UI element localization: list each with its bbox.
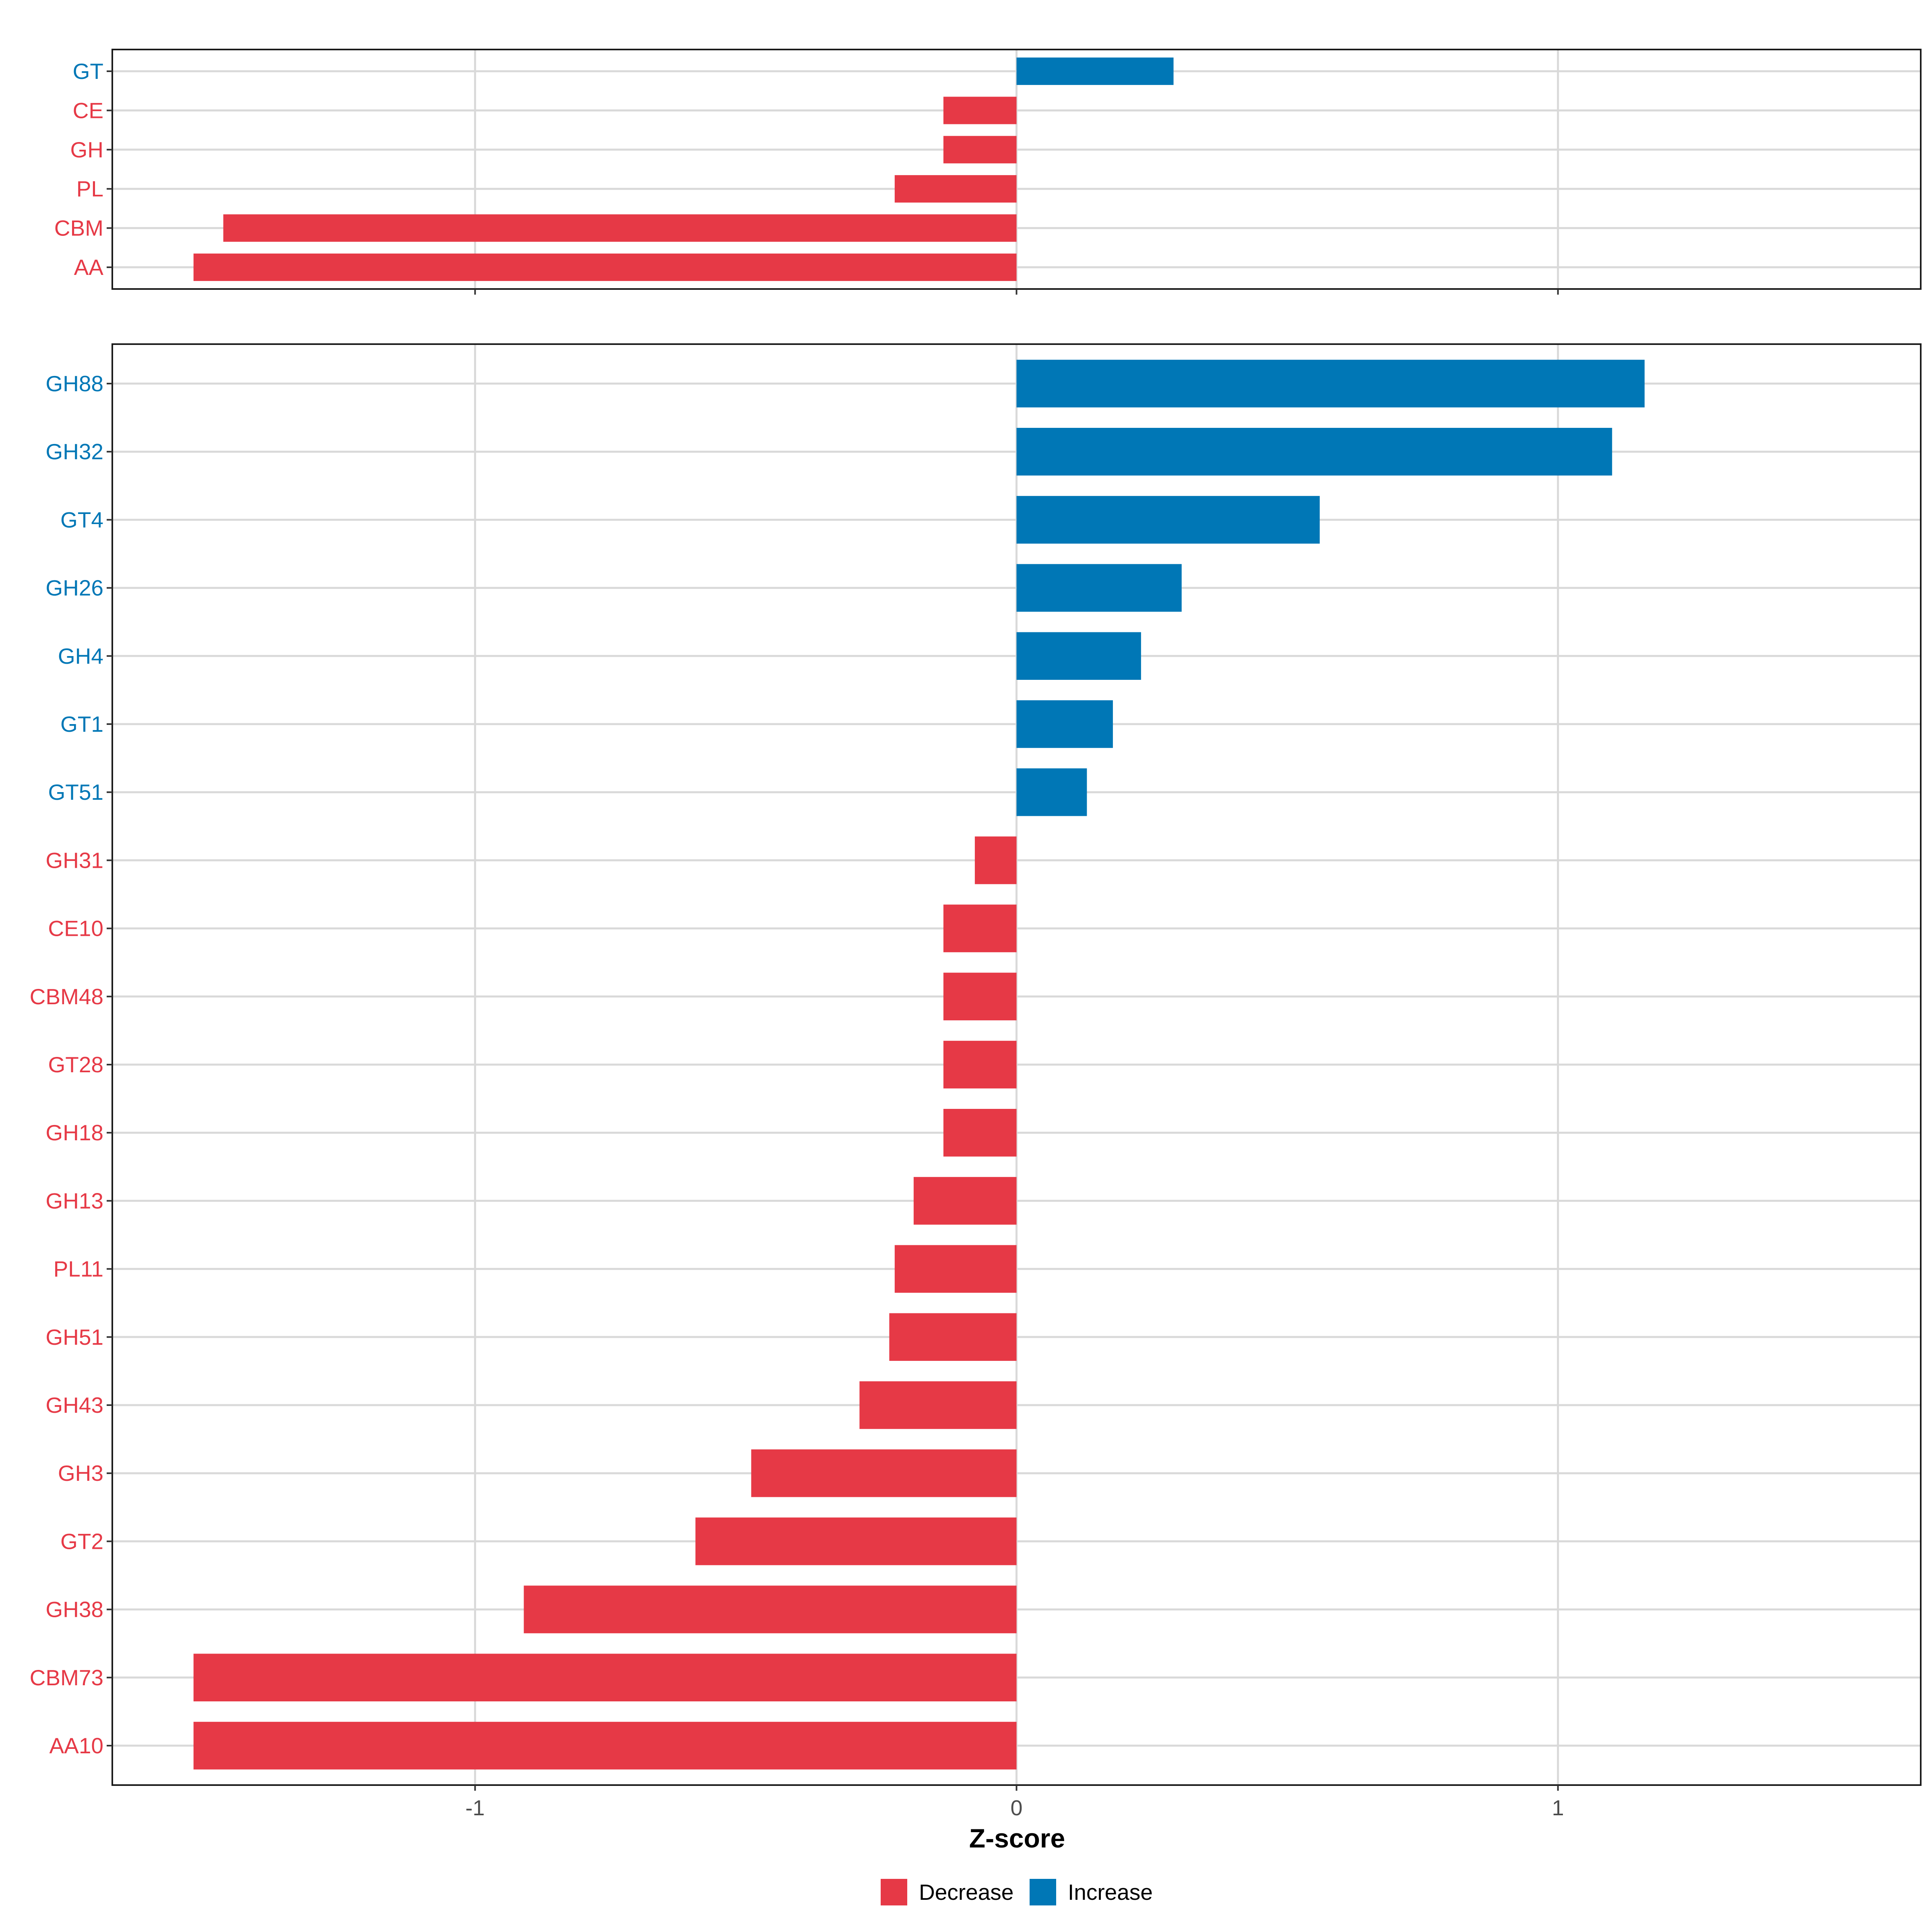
bar-gh3 — [751, 1449, 1017, 1497]
bar-gt51 — [1016, 768, 1087, 816]
legend-key-decrease — [881, 1879, 907, 1905]
bar-gh32 — [1016, 427, 1612, 476]
category-label: PL11 — [54, 1257, 103, 1282]
bar-gt4 — [1016, 496, 1320, 544]
bar-gt1 — [1016, 700, 1113, 748]
legend-label-increase: Increase — [1068, 1880, 1153, 1905]
bar-gt — [1016, 57, 1174, 85]
category-label: GH3 — [58, 1461, 103, 1486]
legend-label-decrease: Decrease — [919, 1880, 1013, 1905]
category-label: GT28 — [48, 1052, 103, 1077]
category-label: GH13 — [45, 1188, 103, 1213]
category-label: GH — [70, 137, 104, 162]
bar-gh43 — [859, 1381, 1017, 1429]
category-label: GH18 — [45, 1120, 103, 1145]
x-tick-label: 0 — [1010, 1796, 1022, 1820]
category-label: GH88 — [45, 371, 103, 396]
category-label: AA10 — [49, 1733, 103, 1758]
bar-cbm73 — [193, 1653, 1017, 1702]
top-panel: GT CE GH PL CBM AA — [54, 49, 1922, 295]
bar-aa10 — [193, 1721, 1017, 1770]
bar-ce — [943, 97, 1017, 124]
x-axis: -1 0 1 — [465, 1796, 1564, 1820]
category-label: GH31 — [45, 848, 103, 873]
bar-ce10 — [943, 904, 1017, 952]
bar-gt2 — [695, 1517, 1017, 1565]
category-label: CE — [73, 98, 103, 123]
legend: Decrease Increase — [881, 1879, 1153, 1905]
category-label: GH38 — [45, 1597, 103, 1622]
category-label: PL — [76, 176, 103, 201]
category-label: CE10 — [48, 916, 103, 941]
category-label: GT — [73, 59, 103, 84]
bar-gh88 — [1016, 359, 1645, 408]
category-label: AA — [74, 255, 104, 280]
category-label: GH4 — [58, 644, 103, 669]
bar-gh18 — [943, 1108, 1017, 1157]
category-label: GH43 — [45, 1393, 103, 1418]
bar-gh38 — [524, 1585, 1017, 1633]
category-label: GH51 — [45, 1325, 103, 1350]
bar-gh31 — [974, 836, 1017, 884]
bar-gt28 — [943, 1040, 1017, 1089]
bar-cbm — [223, 214, 1017, 242]
bar-gh51 — [889, 1313, 1017, 1361]
category-label: GT2 — [60, 1529, 103, 1554]
category-label: GT4 — [60, 507, 103, 532]
bar-gh — [943, 136, 1017, 163]
x-tick-label: 1 — [1552, 1796, 1564, 1820]
x-axis-title: Z-score — [969, 1823, 1065, 1853]
bar-pl11 — [894, 1245, 1017, 1293]
bar-gh4 — [1016, 632, 1141, 680]
x-tick-label: -1 — [465, 1796, 485, 1820]
category-label: CBM73 — [30, 1665, 103, 1690]
category-label: CBM48 — [30, 984, 103, 1009]
bar-cbm48 — [943, 972, 1017, 1021]
bottom-panel: GH88 GH32 GT4 GH26 GH4 GT1 GT51 GH31 CE10 CBM48 GT… — [30, 343, 1922, 1791]
category-label: CBM — [54, 216, 103, 241]
legend-key-increase — [1030, 1879, 1056, 1905]
bar-gh13 — [913, 1177, 1017, 1225]
category-label: GH26 — [45, 576, 103, 601]
bar-gh26 — [1016, 564, 1182, 612]
category-label: GT51 — [48, 780, 103, 805]
category-label: GH32 — [45, 439, 103, 464]
bar-aa — [193, 253, 1017, 281]
category-label: GT1 — [60, 712, 103, 737]
bar-pl — [894, 175, 1017, 203]
